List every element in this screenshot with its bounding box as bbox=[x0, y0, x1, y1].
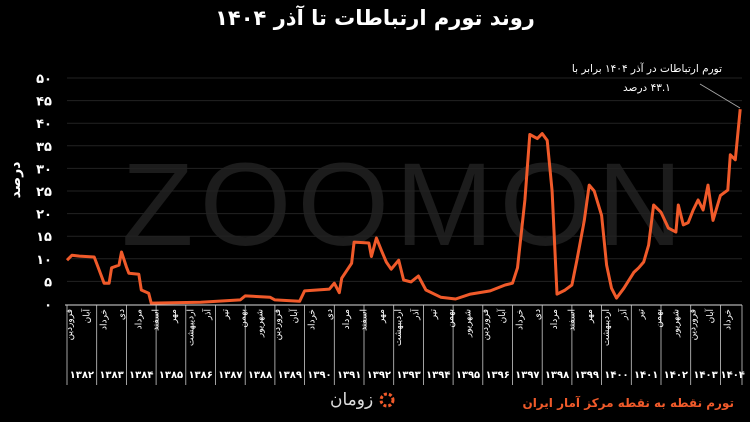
month-label: مرداد bbox=[342, 309, 352, 329]
logo-text: زومان bbox=[330, 390, 374, 410]
year-label: ۱۳۸۲ bbox=[70, 370, 94, 381]
month-label: شهریور bbox=[671, 309, 681, 338]
logo-icon bbox=[379, 392, 395, 408]
annotation-line2: ۴۳.۱ درصد bbox=[623, 82, 671, 94]
y-tick-label: ۱۵ bbox=[36, 230, 52, 245]
month-label: اسفند bbox=[360, 309, 370, 331]
year-label: ۱۳۸۷ bbox=[218, 370, 242, 381]
month-label: خرداد bbox=[723, 309, 733, 330]
month-label: آبان bbox=[288, 309, 300, 324]
month-label: آبان bbox=[496, 309, 508, 324]
month-label: مرداد bbox=[134, 309, 144, 329]
year-label: ۱۳۸۵ bbox=[159, 370, 183, 381]
month-label: خرداد bbox=[515, 309, 525, 330]
month-label: اسفند bbox=[567, 309, 577, 331]
month-label: آذر bbox=[617, 309, 629, 321]
year-label: ۱۳۹۱ bbox=[337, 370, 361, 381]
month-label: آذر bbox=[202, 309, 214, 321]
y-tick-label: ۵ bbox=[44, 275, 52, 290]
month-label: دی bbox=[325, 309, 335, 320]
month-label: فروردین bbox=[273, 309, 283, 340]
year-label: ۱۳۹۸ bbox=[545, 370, 569, 381]
source-note: تورم نقطه به نقطه مرکز آمار ایران bbox=[522, 396, 734, 410]
year-label: ۱۳۸۸ bbox=[248, 370, 272, 381]
month-label: شهریور bbox=[463, 309, 473, 338]
month-label: خرداد bbox=[100, 309, 110, 330]
watermark: ZOOMON bbox=[122, 139, 689, 271]
data-points bbox=[66, 109, 741, 304]
year-label: ۱۳۹۹ bbox=[575, 370, 599, 381]
annotation-leader bbox=[699, 83, 741, 109]
year-label: ۱۳۹۶ bbox=[485, 370, 509, 381]
year-label: ۱۳۸۹ bbox=[278, 370, 302, 381]
month-label: آبان bbox=[80, 309, 92, 324]
chart-title: روند تورم ارتباطات تا آذر ۱۴۰۴ bbox=[215, 6, 535, 30]
month-label: مهر bbox=[585, 309, 595, 324]
month-label: آذر bbox=[410, 309, 422, 321]
year-label: ۱۳۹۰ bbox=[307, 370, 331, 381]
annotation: تورم ارتباطات در آذر ۱۴۰۴ برابر با ۴۳.۱ … bbox=[572, 60, 722, 98]
year-label: ۱۴۰۱ bbox=[634, 370, 658, 381]
year-label: ۱۳۸۳ bbox=[99, 370, 123, 381]
year-label: ۱۳۹۵ bbox=[456, 370, 480, 381]
y-tick-label: ۳۵ bbox=[36, 140, 52, 155]
y-tick-label: ۰ bbox=[44, 298, 52, 313]
year-label: ۱۳۹۴ bbox=[426, 370, 450, 381]
month-label: دی bbox=[533, 309, 543, 320]
y-tick-label: ۵۰ bbox=[36, 72, 52, 87]
month-label: خرداد bbox=[308, 309, 318, 330]
month-label: دی bbox=[117, 309, 127, 320]
month-label: آبان bbox=[704, 309, 716, 324]
y-tick-label: ۳۰ bbox=[36, 162, 52, 177]
month-label: شهریور bbox=[256, 309, 266, 338]
year-label: ۱۳۸۶ bbox=[188, 370, 212, 381]
year-label: ۱۴۰۰ bbox=[604, 370, 628, 381]
month-label: اردیبهشت bbox=[602, 309, 612, 346]
month-label: تیر bbox=[429, 309, 439, 321]
month-label: اسفند bbox=[152, 309, 162, 331]
logo: زومان bbox=[330, 390, 395, 410]
y-axis-label: درصد bbox=[8, 162, 24, 199]
month-label: مهر bbox=[169, 309, 179, 324]
year-label: ۱۴۰۴ bbox=[720, 370, 744, 381]
month-label: فروردین bbox=[689, 309, 699, 340]
month-label: تیر bbox=[221, 309, 231, 321]
year-label: ۱۳۹۳ bbox=[396, 370, 420, 381]
month-label: اردیبهشت bbox=[394, 309, 404, 346]
month-label: تیر bbox=[637, 309, 647, 321]
y-tick-label: ۴۰ bbox=[36, 117, 52, 132]
year-label: ۱۳۸۴ bbox=[129, 370, 153, 381]
y-tick-label: ۴۵ bbox=[36, 95, 52, 110]
y-tick-label: ۲۵ bbox=[36, 185, 52, 200]
series-line bbox=[65, 109, 742, 305]
y-tick-label: ۱۰ bbox=[36, 253, 52, 268]
y-tick-label: ۲۰ bbox=[36, 208, 52, 223]
year-label: ۱۳۹۲ bbox=[367, 370, 391, 381]
month-label: مرداد bbox=[550, 309, 560, 329]
annotation-line1: تورم ارتباطات در آذر ۱۴۰۴ برابر با bbox=[571, 63, 722, 75]
month-label: مهر bbox=[377, 309, 387, 324]
month-label: اردیبهشت bbox=[186, 309, 196, 346]
month-label: فروردین bbox=[481, 309, 491, 340]
year-label: ۱۳۹۷ bbox=[515, 370, 539, 381]
month-label: بهمن bbox=[238, 309, 248, 328]
month-label: بهمن bbox=[446, 309, 456, 328]
month-label: فروردین bbox=[65, 309, 75, 340]
year-label: ۱۴۰۳ bbox=[693, 370, 717, 381]
month-label: بهمن bbox=[654, 309, 664, 328]
year-label: ۱۴۰۲ bbox=[664, 370, 688, 381]
